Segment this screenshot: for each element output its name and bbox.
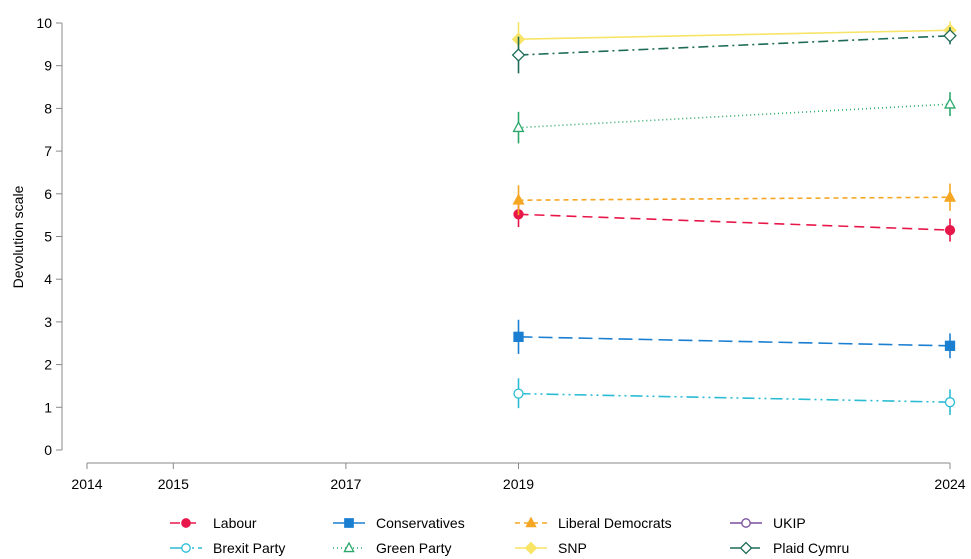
legend-label: Labour [213,515,257,531]
y-tick-label: 5 [44,229,52,245]
y-tick-label: 8 [44,100,52,116]
data-point-green-party [512,120,525,133]
y-tick-label: 3 [44,314,52,330]
legend-label: Conservatives [376,515,465,531]
y-tick-label: 6 [44,186,52,202]
x-tick-label: 2024 [934,476,965,492]
axes: 0 1 2 3 4 5 6 7 8 9 10 2014 2015 2017 2019 2024 [36,15,965,492]
series-green-party [512,92,957,144]
legend-swatch-marker [739,541,753,555]
legend-label: Green Party [376,540,451,556]
y-axis-title: Devolution scale [10,185,26,288]
legend-swatch-marker [525,516,537,528]
legend: Labour Conservatives Liberal Democrats UKIP… [170,515,849,556]
y-tick-label: 4 [44,271,52,287]
legend-swatch-marker [524,541,538,555]
data-point-plaid-cymru [943,29,957,43]
legend-label: UKIP [773,515,806,531]
series-plaid-cymru [511,27,957,74]
data-point-liberal-democrats [943,190,957,202]
x-tick-label: 2019 [503,476,534,492]
series-brexit-party [513,378,956,415]
data-point-labour [944,224,956,236]
series-line-labour [518,213,951,231]
series-line-snp [518,29,951,41]
x-tick-label: 2015 [158,476,189,492]
legend-item-plaid-cymru: Plaid Cymru [730,540,849,556]
data-point-conservatives [944,340,956,351]
y-tick-label: 9 [44,58,52,74]
series-line-green-party [518,103,951,129]
y-tick-label: 1 [44,399,52,415]
x-tick-label: 2017 [330,476,361,492]
y-tick-label: 2 [44,357,52,373]
data-point-brexit-party [513,388,524,399]
legend-label: Liberal Democrats [558,515,672,531]
legend-item-brexit-party: Brexit Party [170,540,285,556]
y-tick-label: 0 [44,442,52,458]
legend-swatch-marker [181,543,191,553]
legend-item-snp: SNP [515,540,587,556]
legend-label: Plaid Cymru [773,540,849,556]
data-point-liberal-democrats [512,193,525,205]
legend-item-ukip: UKIP [730,515,806,531]
legend-item-labour: Labour [170,515,257,531]
legend-swatch-marker [343,541,355,553]
series-labour [513,201,956,242]
series-layer [511,21,957,415]
series-line-liberal-democrats [518,196,951,202]
data-point-brexit-party [944,397,956,408]
series-line-brexit-party [518,392,951,403]
legend-label: SNP [558,540,587,556]
series-snp [511,21,957,57]
series-conservatives [513,319,956,359]
legend-item-conservatives: Conservatives [333,515,465,531]
legend-item-liberal-democrats: Liberal Democrats [515,515,672,531]
series-liberal-democrats [512,183,957,216]
x-tick-label: 2014 [71,476,102,492]
legend-swatch-marker [344,518,354,528]
series-line-plaid-cymru [518,35,951,56]
legend-swatch-marker [741,518,751,528]
y-tick-label: 10 [36,15,52,31]
data-point-plaid-cymru [511,48,526,62]
legend-item-green-party: Green Party [333,540,451,556]
y-tick-label: 7 [44,143,52,159]
legend-label: Brexit Party [213,540,285,556]
legend-swatch-marker [181,518,191,528]
data-point-conservatives [513,331,524,342]
series-line-conservatives [518,336,951,347]
data-point-green-party [943,97,957,109]
